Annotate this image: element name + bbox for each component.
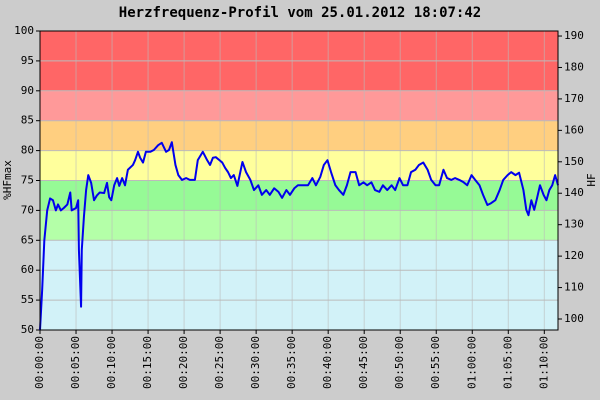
x-tick-label: 00:00:00 bbox=[33, 336, 46, 389]
data-line bbox=[39, 141, 559, 331]
y2-tick-label: 120 bbox=[564, 249, 584, 262]
zone bbox=[40, 120, 558, 151]
y-tick-label: 70 bbox=[21, 203, 34, 216]
x-tick-label: 00:30:00 bbox=[249, 336, 262, 389]
y-tick-label: 95 bbox=[21, 54, 34, 67]
zone bbox=[40, 210, 558, 241]
zone bbox=[40, 240, 558, 330]
zone bbox=[40, 90, 558, 121]
chart-title: Herzfrequenz-Profil vom 25.01.2012 18:07… bbox=[119, 5, 481, 21]
y-tick-label: 65 bbox=[21, 233, 34, 246]
y2-tick-label: 160 bbox=[564, 123, 584, 136]
y-tick-label: 50 bbox=[21, 323, 34, 336]
y-tick-label: 90 bbox=[21, 84, 34, 97]
y2-tick-label: 100 bbox=[564, 312, 584, 325]
x-tick-label: 00:15:00 bbox=[141, 336, 154, 389]
zone bbox=[40, 150, 558, 181]
y2-tick-label: 150 bbox=[564, 155, 584, 168]
y2-tick-label: 140 bbox=[564, 186, 584, 199]
y-tick-label: 75 bbox=[21, 174, 34, 187]
x-tick-label: 00:50:00 bbox=[393, 336, 406, 389]
x-tick-label: 00:05:00 bbox=[69, 336, 82, 389]
y-tick-label: 60 bbox=[21, 263, 34, 276]
x-tick-label: 00:55:00 bbox=[429, 336, 442, 389]
x-tick-label: 00:40:00 bbox=[321, 336, 334, 389]
y-tick-label: 100 bbox=[14, 24, 34, 37]
y2-tick-label: 130 bbox=[564, 218, 584, 231]
y2-tick-label: 190 bbox=[564, 29, 584, 42]
y-axis-label: %HFmax bbox=[1, 160, 14, 200]
x-tick-label: 00:20:00 bbox=[177, 336, 190, 389]
y-tick-label: 55 bbox=[21, 293, 34, 306]
y2-tick-label: 180 bbox=[564, 60, 584, 73]
x-tick-label: 00:45:00 bbox=[357, 336, 370, 389]
x-tick-label: 00:10:00 bbox=[105, 336, 118, 389]
y-tick-label: 80 bbox=[21, 144, 34, 157]
x-tick-label: 01:00:00 bbox=[465, 336, 478, 389]
x-tick-label: 01:05:00 bbox=[501, 336, 514, 389]
y2-tick-label: 170 bbox=[564, 92, 584, 105]
y-tick-label: 85 bbox=[21, 114, 34, 127]
y2-tick-label: 110 bbox=[564, 281, 584, 294]
y2-axis-label: HF bbox=[585, 173, 598, 186]
plot-border bbox=[39, 30, 559, 331]
x-tick-label: 00:25:00 bbox=[213, 336, 226, 389]
x-tick-label: 01:10:00 bbox=[537, 336, 550, 389]
x-tick-label: 00:35:00 bbox=[285, 336, 298, 389]
